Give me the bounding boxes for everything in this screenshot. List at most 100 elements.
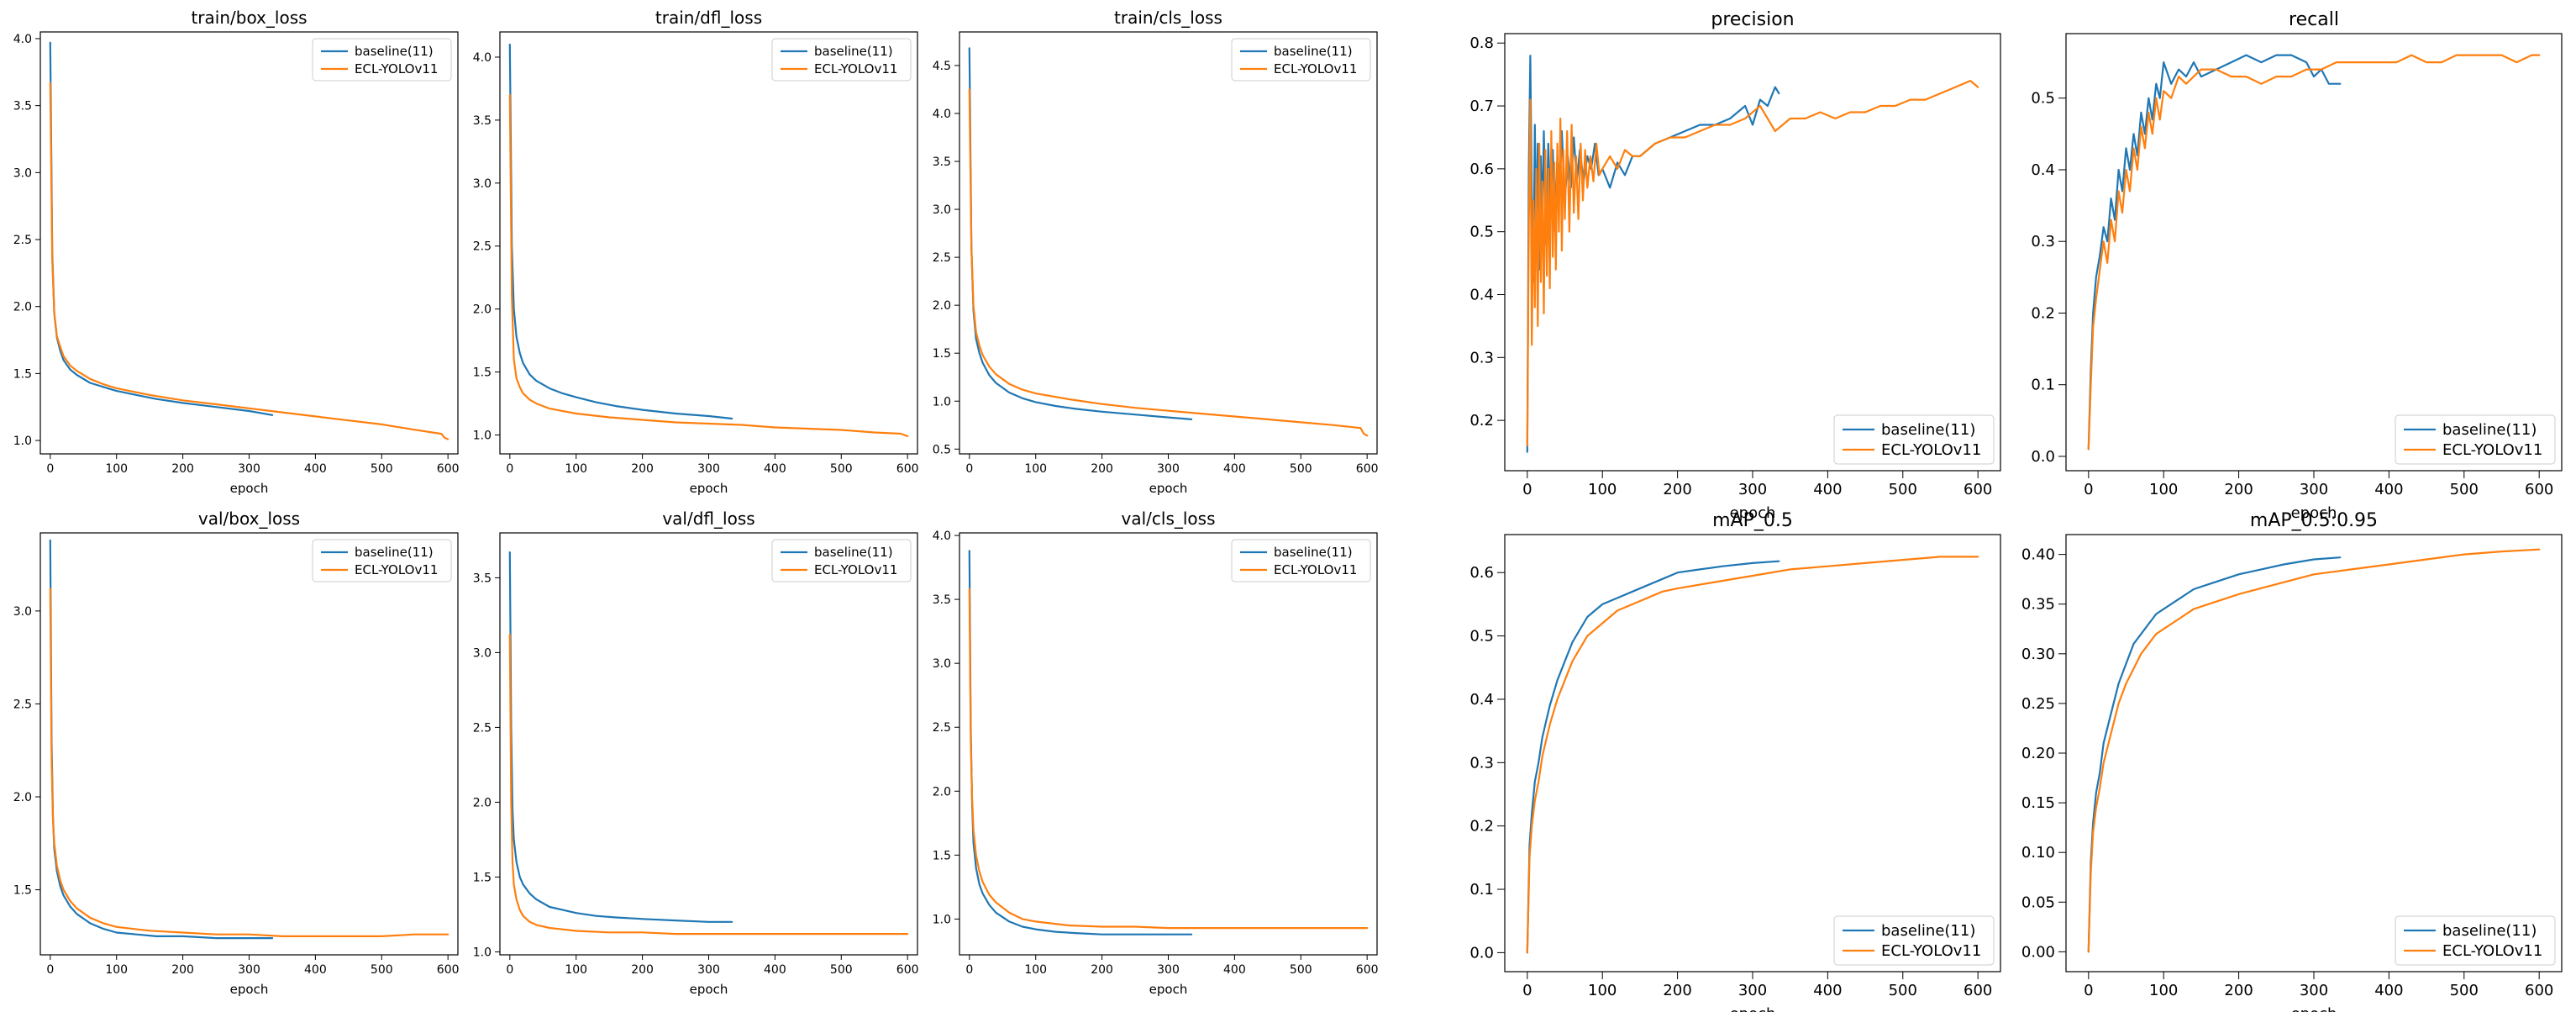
legend-label: baseline(11) — [1274, 44, 1353, 59]
x-tick-label: 500 — [1290, 462, 1312, 476]
x-tick-label: 200 — [171, 462, 194, 476]
y-tick-label: 2.0 — [13, 791, 32, 804]
y-tick: 1.5 — [933, 849, 959, 862]
y-tick: 1.0 — [13, 435, 40, 448]
y-tick: 1.0 — [933, 913, 959, 926]
x-axis-label: epoch — [1149, 481, 1188, 496]
legend-frame — [2395, 915, 2556, 966]
chart-title: train/dfl_loss — [655, 8, 762, 28]
x-tick: 300 — [1738, 471, 1767, 498]
chart-train-box-loss: 0 100 200 300 400 500 600 1.0 1.5 2.0 2.5 3.0 3.5 4.0… — [13, 8, 460, 496]
x-tick: 500 — [2450, 471, 2479, 498]
series-line-ecl-yolov11 — [968, 588, 1369, 930]
x-tick: 100 — [565, 955, 587, 977]
x-tick: 600 — [2525, 972, 2553, 999]
y-tick-label: 3.0 — [13, 605, 32, 619]
y-tick-label: 2.5 — [473, 721, 492, 735]
y-tick-label: 4.0 — [13, 33, 32, 46]
y-tick: 4.0 — [933, 108, 959, 121]
x-tick-label: 100 — [565, 963, 587, 977]
chart-val-box-loss: 0 100 200 300 400 500 600 1.5 2.0 2.5 3.0 val/box_l… — [13, 509, 460, 997]
x-tick: 100 — [105, 454, 128, 476]
x-tick: 500 — [830, 454, 853, 476]
y-tick-label: 3.0 — [933, 657, 951, 671]
x-tick: 100 — [1588, 972, 1617, 999]
plot-frame — [39, 532, 459, 956]
y-tick-label: 4.0 — [933, 530, 951, 543]
x-tick: 400 — [1813, 471, 1843, 498]
y-tick: 2.5 — [473, 721, 500, 735]
x-tick-label: 0 — [2084, 982, 2093, 999]
x-tick-label: 200 — [1663, 982, 1691, 999]
series-line-baseline — [2087, 556, 2342, 953]
chart-title: mAP_0.5:0.95 — [2250, 510, 2378, 531]
y-tick: 2.5 — [13, 698, 40, 711]
chart-precision: 0 100 200 300 400 500 600 0.2 0.3 0.4 0.5 0.6 0.7 0.8… — [1469, 9, 2001, 522]
y-tick: 3.0 — [933, 203, 959, 217]
x-tick-label: 0 — [46, 963, 54, 977]
x-tick: 200 — [631, 955, 654, 977]
y-tick: 3.5 — [473, 114, 500, 128]
y-tick-label: 2.0 — [473, 796, 492, 809]
x-tick: 400 — [304, 454, 327, 476]
x-tick: 200 — [171, 955, 194, 977]
y-tick: 0.30 — [2021, 646, 2066, 663]
y-tick-label: 0.15 — [2021, 794, 2055, 812]
chart-map-05: 0 100 200 300 400 500 600 0.0 0.1 0.2 0.3 0.4 0.5 0.6… — [1469, 510, 2001, 1012]
y-tick: 0.2 — [1469, 412, 1505, 430]
series-line-baseline — [508, 551, 733, 923]
legend: baseline(11) ECL-YOLOv11 — [312, 38, 452, 82]
y-tick: 2.5 — [933, 251, 959, 265]
series-line-baseline — [1526, 55, 1780, 453]
x-tick-label: 400 — [2374, 982, 2403, 999]
x-tick-label: 400 — [1223, 462, 1246, 476]
x-tick: 300 — [697, 454, 720, 476]
x-tick: 500 — [1290, 955, 1312, 977]
y-tick-label: 3.5 — [933, 593, 951, 607]
legend-label: ECL-YOLOv11 — [814, 61, 897, 76]
legend-label: ECL-YOLOv11 — [1274, 562, 1357, 577]
x-tick-label: 100 — [105, 462, 128, 476]
x-tick: 500 — [1290, 454, 1312, 476]
legend-label: ECL-YOLOv11 — [1881, 441, 1981, 459]
y-tick: 0.2 — [1469, 818, 1505, 835]
x-tick-label: 0 — [506, 462, 513, 476]
y-tick-label: 4.0 — [933, 108, 951, 121]
y-tick-label: 1.0 — [933, 395, 951, 408]
x-tick-label: 400 — [1223, 963, 1246, 977]
x-tick-label: 500 — [2450, 982, 2479, 999]
plot-frame — [2065, 33, 2563, 472]
y-tick-label: 2.5 — [473, 240, 492, 254]
chart-train-dfl-loss: 0 100 200 300 400 500 600 1.0 1.5 2.0 2.5 3.0 3.5 4.0… — [473, 8, 919, 496]
chart-recall: 0 100 200 300 400 500 600 0.0 0.1 0.2 0.3 0.4 0.5 rec… — [2031, 9, 2563, 522]
x-tick-label: 300 — [2300, 982, 2328, 999]
y-tick-label: 0.4 — [2031, 161, 2055, 179]
x-tick: 500 — [371, 454, 393, 476]
y-tick-label: 1.5 — [13, 884, 32, 898]
x-tick-label: 600 — [2525, 982, 2553, 999]
x-tick-label: 300 — [697, 462, 720, 476]
y-tick: 0.05 — [2021, 893, 2066, 911]
y-tick-label: 0.2 — [1469, 818, 1494, 835]
x-axis-label: epoch — [2291, 504, 2337, 522]
chart-title: val/box_loss — [198, 509, 300, 529]
y-tick: 1.5 — [473, 871, 500, 884]
x-tick-label: 600 — [2525, 481, 2553, 498]
x-tick: 300 — [2300, 972, 2328, 999]
x-axis-label: epoch — [690, 481, 728, 496]
x-tick-label: 400 — [1813, 982, 1842, 999]
x-tick: 600 — [2525, 471, 2553, 498]
x-tick-label: 0 — [46, 462, 54, 476]
x-tick-label: 0 — [965, 462, 973, 476]
legend-frame — [1231, 539, 1371, 582]
y-tick: 1.0 — [933, 395, 959, 408]
legend-frame — [1833, 915, 1995, 966]
y-tick: 2.0 — [473, 796, 500, 809]
x-tick-label: 300 — [1157, 462, 1180, 476]
x-tick-label: 500 — [1290, 963, 1312, 977]
y-tick-label: 0.00 — [2021, 943, 2055, 961]
x-tick-label: 100 — [565, 462, 587, 476]
x-tick-label: 100 — [105, 963, 128, 977]
legend-frame — [771, 38, 912, 82]
